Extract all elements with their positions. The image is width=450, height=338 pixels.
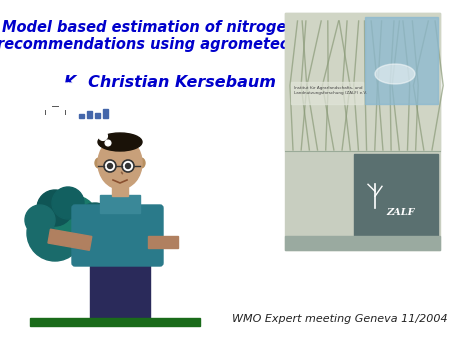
Circle shape [27,205,83,261]
Bar [285,236,440,250]
Bar [38,102,52,110]
Circle shape [37,190,73,226]
Bar [291,82,363,104]
Circle shape [126,164,130,169]
Ellipse shape [95,158,103,168]
Bar [95,113,100,118]
Text: Institut für Agrarlandschafts- und
Landnutzungsforschung (ZALF) e.V.: Institut für Agrarlandschafts- und Landn… [294,86,367,95]
FancyBboxPatch shape [72,205,163,266]
Ellipse shape [375,64,415,84]
Bar [90,263,150,318]
Bar [30,318,200,326]
Bar [58,102,72,110]
Bar [112,182,128,196]
Circle shape [75,203,115,243]
Bar [87,111,92,118]
Bar [148,236,178,248]
Bar [285,13,440,250]
Bar [100,195,140,213]
Ellipse shape [28,83,108,133]
Bar [354,154,438,248]
Circle shape [99,131,108,141]
Bar [58,114,72,122]
Circle shape [52,187,84,219]
Circle shape [105,140,111,146]
Ellipse shape [98,137,142,189]
Circle shape [105,161,115,171]
Bar [79,114,84,118]
Circle shape [123,161,133,171]
Bar [48,229,92,250]
Circle shape [89,121,101,133]
Ellipse shape [137,158,145,168]
Bar [365,17,438,104]
Circle shape [108,164,112,169]
Circle shape [53,196,97,240]
Ellipse shape [98,133,142,151]
Bar [285,13,440,150]
Circle shape [25,205,55,235]
Text: K. Christian Kersebaum: K. Christian Kersebaum [64,75,276,90]
Text: WMO Expert meeting Geneva 11/2004: WMO Expert meeting Geneva 11/2004 [232,314,448,324]
Text: Model based estimation of nitrogen fertilization
recommendations using agrometeo: Model based estimation of nitrogen ferti… [0,20,403,52]
Text: ZALF: ZALF [386,208,414,217]
Bar [38,114,52,122]
Bar [103,109,108,118]
